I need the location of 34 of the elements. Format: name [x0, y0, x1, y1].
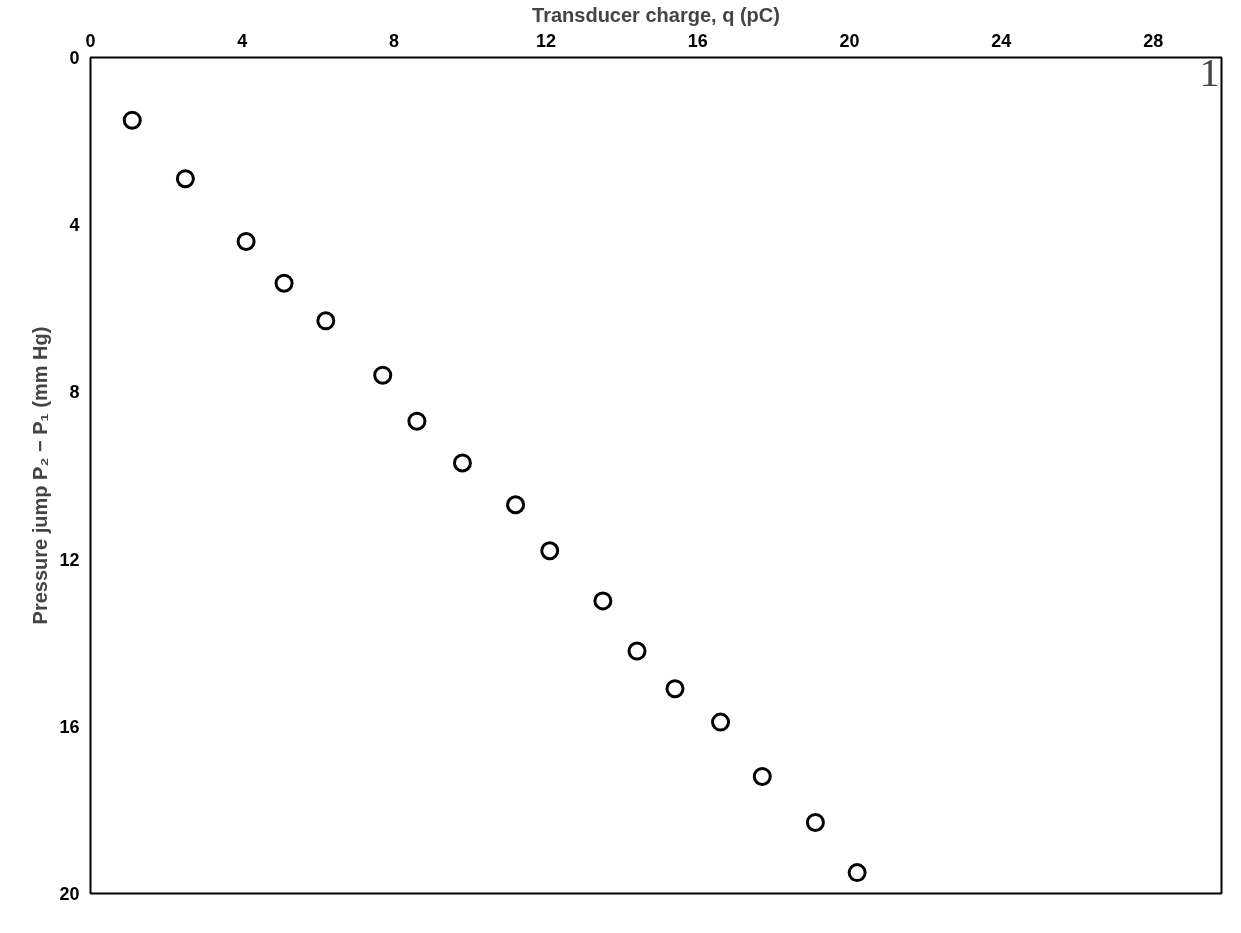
y-axis-title: Pressure jump P₂ − P₁ (mm Hg) — [29, 326, 52, 625]
point — [665, 679, 685, 699]
point — [627, 641, 647, 661]
point — [506, 495, 526, 515]
x-tick-label: 12 — [535, 30, 556, 51]
y-tick-label: 16 — [59, 716, 80, 737]
point — [316, 311, 336, 331]
y-tick-label: 4 — [69, 215, 80, 236]
x-tick-label: 16 — [687, 30, 708, 51]
point — [593, 591, 613, 611]
x-tick-label: 20 — [839, 30, 860, 51]
point — [452, 453, 472, 473]
point — [407, 411, 427, 431]
point — [805, 812, 825, 832]
y-tick-label: 0 — [69, 48, 80, 68]
y-tick-label: 12 — [59, 549, 80, 570]
point — [274, 273, 294, 293]
point — [122, 110, 142, 130]
x-tick-label: 8 — [389, 30, 400, 51]
annotation: 1 — [1199, 49, 1220, 95]
x-tick-label: 28 — [1143, 30, 1164, 51]
point — [540, 541, 560, 561]
point — [752, 766, 772, 786]
point — [236, 231, 256, 251]
y-tick-label: 8 — [69, 382, 80, 403]
x-tick-label: 24 — [991, 30, 1012, 51]
x-axis-title: Transducer charge, q (pC) — [532, 3, 780, 26]
point — [175, 169, 195, 189]
x-tick-label: 0 — [85, 30, 96, 51]
point — [847, 863, 867, 883]
x-tick-label: 4 — [237, 30, 248, 51]
y-tick-label: 20 — [59, 884, 80, 904]
point — [373, 365, 393, 385]
point — [711, 712, 731, 732]
